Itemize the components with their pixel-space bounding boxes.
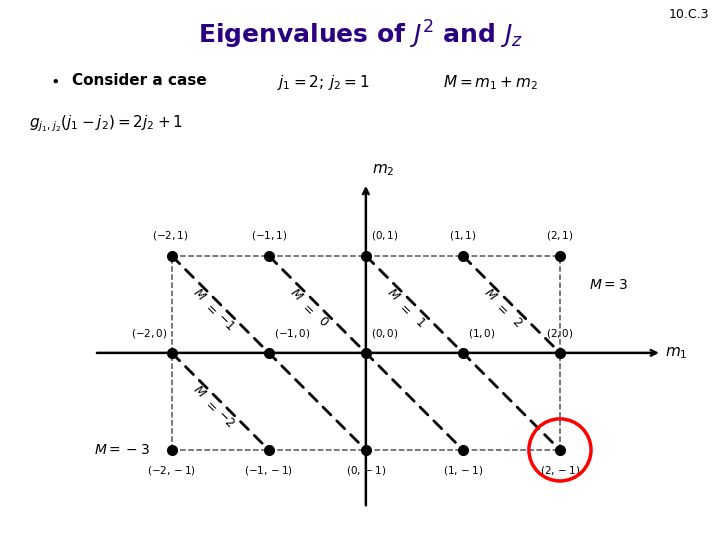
Text: $m_2$: $m_2$ xyxy=(372,163,395,178)
Text: $(2,0)$: $(2,0)$ xyxy=(546,327,574,340)
Text: $j_1 = 2;\, j_2 = 1$: $j_1 = 2;\, j_2 = 1$ xyxy=(277,73,370,92)
Text: $(-1,-1)$: $(-1,-1)$ xyxy=(244,463,293,476)
Text: $M$: $M$ xyxy=(384,286,402,303)
Text: Eigenvalues of $J^2$ and $J_z$: Eigenvalues of $J^2$ and $J_z$ xyxy=(197,19,523,51)
Text: $(0,0)$: $(0,0)$ xyxy=(371,327,398,340)
Text: $m_1$: $m_1$ xyxy=(665,345,688,361)
Text: $=$: $=$ xyxy=(202,298,221,316)
Text: $2$: $2$ xyxy=(510,314,525,329)
Text: $1$: $1$ xyxy=(413,314,428,329)
Text: $(0,-1)$: $(0,-1)$ xyxy=(346,463,386,476)
Text: $M = 3$: $M = 3$ xyxy=(589,278,628,292)
Text: $M$: $M$ xyxy=(190,286,208,303)
Text: $(0,1)$: $(0,1)$ xyxy=(371,230,398,242)
Text: $\bullet$: $\bullet$ xyxy=(50,73,60,88)
Text: $M = -3$: $M = -3$ xyxy=(94,443,150,457)
Text: $g_{j_1,j_2}(j_1 - j_2) = 2j_2 + 1$: $g_{j_1,j_2}(j_1 - j_2) = 2j_2 + 1$ xyxy=(29,113,183,134)
Text: $(1,1)$: $(1,1)$ xyxy=(449,230,477,242)
Text: $(-1,1)$: $(-1,1)$ xyxy=(251,230,287,242)
Text: $=$: $=$ xyxy=(396,298,415,316)
Text: $(-1,0)$: $(-1,0)$ xyxy=(274,327,310,340)
Text: $-2$: $-2$ xyxy=(215,408,238,430)
Text: $(-2,0)$: $(-2,0)$ xyxy=(130,327,167,340)
Text: Consider a case: Consider a case xyxy=(72,73,207,88)
Text: $=$: $=$ xyxy=(300,298,318,316)
Text: $(2,1)$: $(2,1)$ xyxy=(546,230,574,242)
Text: 10.C.3: 10.C.3 xyxy=(669,8,709,21)
Text: $M = m_1 + m_2$: $M = m_1 + m_2$ xyxy=(443,73,538,92)
Text: $(1,0)$: $(1,0)$ xyxy=(468,327,495,340)
Text: $M$: $M$ xyxy=(481,286,499,303)
Text: $(2,-1)$: $(2,-1)$ xyxy=(540,463,580,476)
Text: $(-2,1)$: $(-2,1)$ xyxy=(152,230,188,242)
Text: $(-2,-1)$: $(-2,-1)$ xyxy=(147,463,197,476)
Text: $=$: $=$ xyxy=(493,298,512,316)
Text: $M$: $M$ xyxy=(190,383,208,401)
Text: $(1,-1)$: $(1,-1)$ xyxy=(443,463,483,476)
Text: $=$: $=$ xyxy=(202,395,221,414)
Text: $0$: $0$ xyxy=(315,314,331,329)
Text: $M$: $M$ xyxy=(287,286,305,303)
Text: $-1$: $-1$ xyxy=(215,310,238,333)
